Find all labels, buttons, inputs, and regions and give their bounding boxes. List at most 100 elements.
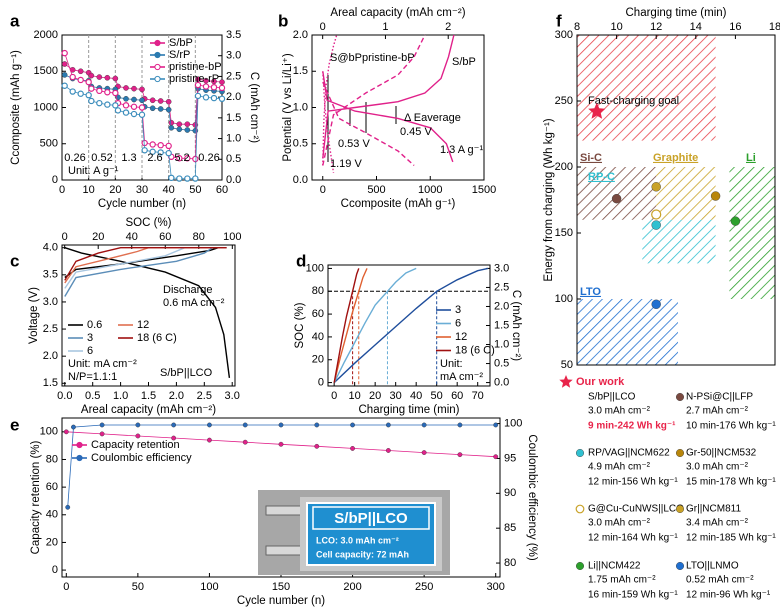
legend-label: 6	[455, 317, 461, 329]
marker	[61, 49, 68, 57]
legend-marker	[154, 63, 161, 71]
x2-tick-label: 40	[126, 231, 138, 243]
x-tick-label: 150	[272, 581, 290, 593]
marker	[192, 175, 199, 182]
inset-text: Cell capacity: 72 mAh	[316, 549, 409, 559]
marker	[104, 101, 111, 108]
legend-marker	[76, 454, 83, 462]
x2-tick-label: 12	[650, 21, 662, 33]
marker	[112, 89, 119, 97]
marker	[176, 121, 183, 127]
marker	[676, 393, 685, 402]
marker	[676, 562, 685, 571]
legend-detail: 4.9 mAh cm⁻²	[588, 462, 651, 473]
marker	[65, 504, 71, 510]
legend-label: RP/VAG||NCM622	[588, 448, 670, 459]
legend-detail: 3.0 mAh cm⁻²	[686, 462, 749, 473]
series-label: pristine-bP	[362, 52, 415, 64]
annotation: 0.6 mA cm⁻²	[163, 297, 225, 309]
marker	[77, 90, 84, 97]
series-line	[64, 247, 231, 378]
x2-tick-label: 10	[610, 21, 622, 33]
series-line	[322, 34, 338, 173]
annotation: 0.26	[64, 152, 85, 164]
marker	[242, 422, 248, 428]
marker	[135, 433, 141, 439]
x-tick-label: 0.5	[85, 390, 100, 402]
marker	[112, 102, 119, 109]
marker	[184, 155, 191, 162]
marker	[194, 81, 202, 89]
panel-letter: f	[556, 11, 562, 30]
marker	[114, 107, 122, 114]
x-tick-label: 30	[136, 184, 148, 196]
legend-label: Coulombic efficiency	[91, 452, 192, 464]
y-tick-label: 250	[555, 95, 573, 107]
marker	[314, 443, 320, 449]
legend-label: 18 (6 C)	[455, 344, 495, 356]
legend-label: pristine-bP	[169, 61, 222, 73]
x-axis-label: Cycle number (n)	[98, 198, 186, 210]
annotation: Unit: A g⁻¹	[68, 165, 119, 177]
marker	[192, 155, 199, 163]
marker	[88, 97, 95, 105]
annotation: 1.3 A g⁻¹	[440, 144, 483, 156]
marker	[122, 102, 130, 109]
x-tick-label: 30	[390, 390, 402, 402]
annotation: 1.19 V	[330, 158, 362, 170]
marker	[61, 82, 68, 89]
x2-tick-label: 2	[445, 21, 451, 33]
y-tick-label: 100	[40, 426, 58, 438]
x2-tick-label: 14	[690, 21, 702, 33]
legend-label: Capacity retention	[91, 439, 180, 451]
legend-detail: 3.0 mAh cm⁻²	[588, 518, 651, 529]
x-tick-label: 40	[163, 184, 175, 196]
x-tick-label: 1000	[418, 184, 442, 196]
marker	[71, 424, 76, 430]
marker	[77, 76, 84, 84]
marker	[157, 98, 164, 104]
legend-label: 12	[455, 331, 467, 343]
marker	[130, 103, 138, 110]
x2-tick-label: 8	[574, 21, 580, 33]
x2-tick-label: 60	[159, 231, 171, 243]
series-line	[64, 247, 227, 281]
marker	[96, 74, 103, 80]
marker	[588, 102, 606, 119]
legend-label: G@Cu-CuNWS||LCO	[588, 504, 684, 515]
y2-tick-label: 95	[504, 452, 516, 464]
marker	[99, 431, 105, 437]
marker	[195, 76, 201, 83]
marker	[171, 435, 177, 441]
marker	[730, 216, 741, 226]
y-tick-label: 20	[312, 354, 324, 366]
x-tick-label: 2.0	[169, 390, 184, 402]
y-tick-label: 3.5	[43, 269, 58, 281]
x-tick-label: 10	[349, 390, 361, 402]
y-tick-label: 80	[46, 453, 58, 465]
x-tick-label: 1.0	[113, 390, 128, 402]
marker	[176, 155, 183, 162]
y2-tick-label: 100	[504, 417, 522, 429]
y-tick-label: 20	[46, 536, 58, 548]
legend-detail: 2.7 mAh cm⁻²	[686, 406, 749, 417]
marker	[165, 98, 172, 105]
y-tick-label: 3.0	[43, 296, 58, 308]
y-tick-label: 1.0	[293, 101, 308, 113]
marker	[184, 127, 191, 133]
marker	[85, 91, 92, 99]
x-axis-label: Charging time (min)	[626, 7, 727, 19]
y-tick-label: 0.0	[293, 174, 308, 186]
marker	[202, 83, 210, 90]
marker	[88, 72, 95, 79]
x-tick-label: 0	[59, 184, 65, 196]
series-label: S@bP	[330, 52, 362, 64]
y-tick-label: 100	[306, 262, 324, 274]
x-tick-label: 50	[189, 184, 201, 196]
annotation: 0.52	[91, 152, 112, 164]
y2-tick-label: 85	[504, 522, 516, 534]
marker	[165, 149, 172, 157]
marker	[278, 422, 284, 428]
marker	[61, 72, 68, 78]
